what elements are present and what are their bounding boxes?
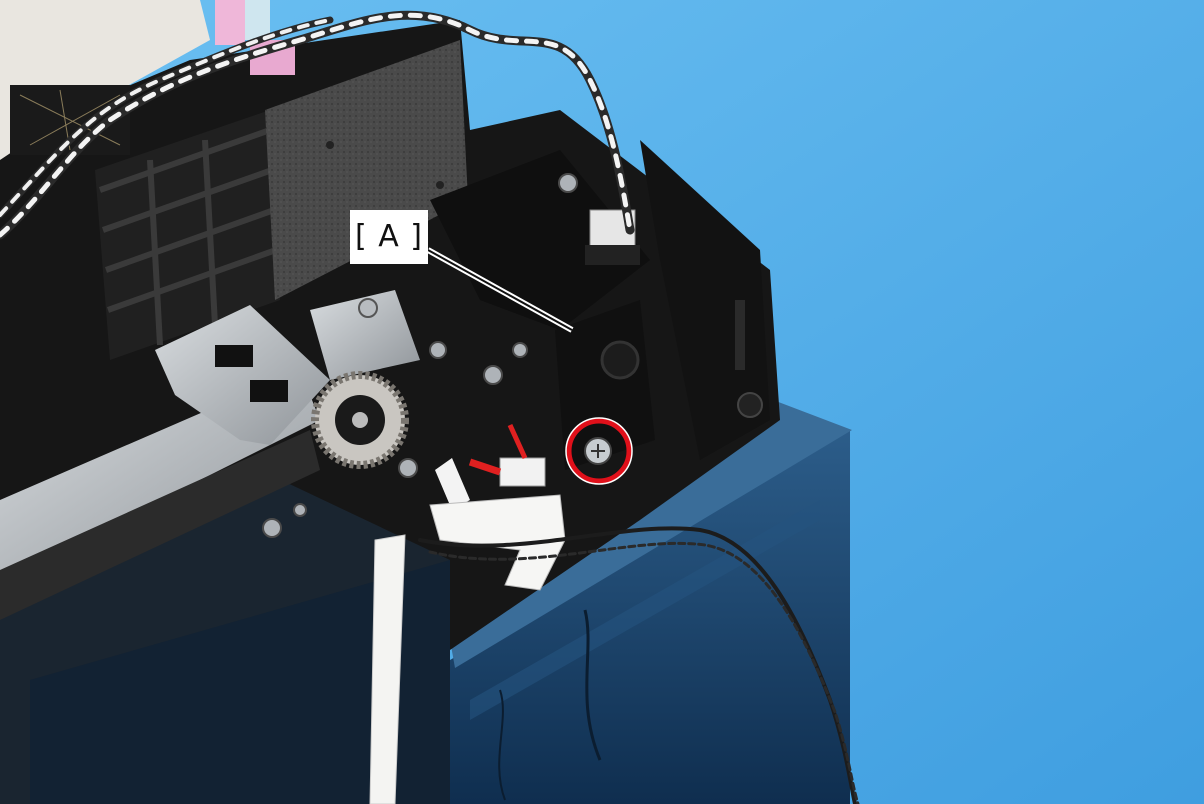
- housing-top-edge: [450, 395, 852, 668]
- callout-label: [ A ]: [350, 210, 428, 264]
- metal-bracket: [155, 305, 330, 445]
- gear: [311, 371, 409, 469]
- screw: [737, 392, 763, 418]
- highlight-circle: [565, 417, 633, 485]
- foam-pad: [265, 40, 468, 300]
- ribbed-panel: [95, 110, 280, 360]
- screw: [600, 340, 640, 380]
- twisted-cables: [0, 10, 860, 804]
- screw: [358, 298, 378, 318]
- screws: [262, 173, 578, 538]
- ribbon-cable: [429, 494, 566, 591]
- callout-leader: [426, 247, 574, 333]
